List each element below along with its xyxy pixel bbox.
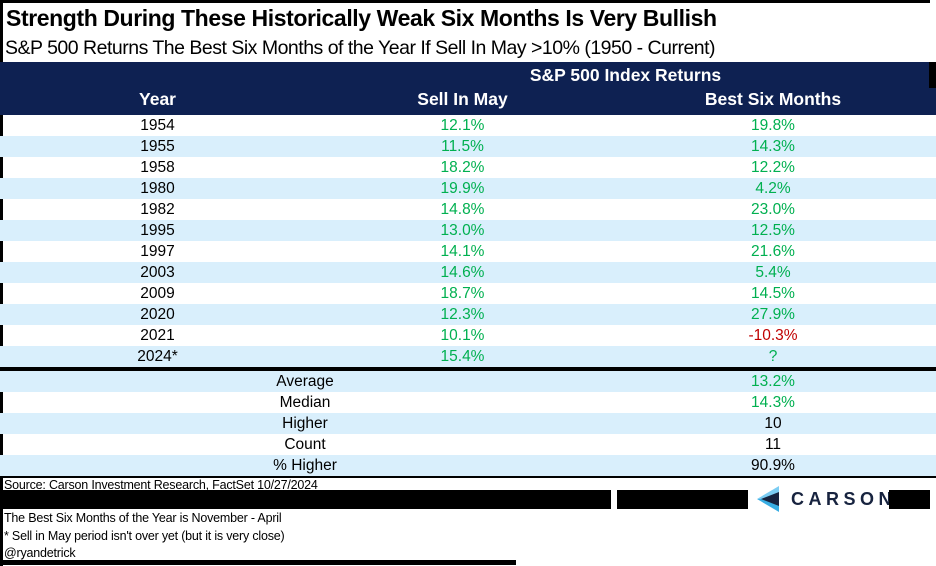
year-cell: 1955 [140, 137, 175, 155]
summary-label: Higher [282, 414, 328, 432]
year-cell: 1980 [140, 179, 175, 197]
year-cell: 1997 [140, 242, 175, 260]
redaction-mark [929, 62, 936, 88]
year-cell: 2020 [140, 305, 175, 323]
column-header-row: Year Sell In May Best Six Months [0, 89, 936, 115]
best-six-months-cell: 21.6% [751, 242, 795, 260]
summary-row: % Higher 90.9% [0, 455, 936, 476]
summary-label: Count [284, 435, 326, 453]
summary-label: Median [279, 393, 331, 411]
footnote-best-six-months: The Best Six Months of the Year is Novem… [4, 511, 282, 525]
year-cell: 1995 [140, 221, 175, 239]
footnote-handle: @ryandetrick [4, 546, 76, 560]
summary-row: Higher 10 [0, 413, 936, 434]
table-row: 1995 13.0% 12.5% [0, 220, 936, 241]
summary-value: 10 [764, 414, 782, 432]
sell-in-may-cell: 13.0% [440, 221, 485, 239]
table-row: 2024* 15.4% ? [0, 346, 936, 367]
summary-divider [0, 367, 936, 371]
best-six-months-cell: 27.9% [751, 305, 795, 323]
column-header-year: Year [139, 89, 176, 109]
summary-section: Average 13.2% Median 14.3% Higher 10 Cou… [0, 371, 936, 476]
table-row: 1955 11.5% 14.3% [0, 136, 936, 157]
summary-label: Average [276, 372, 334, 390]
sell-in-may-cell: 14.1% [440, 242, 485, 260]
column-header-sell-in-may: Sell In May [417, 89, 508, 109]
carson-logo-icon [749, 486, 779, 517]
redaction-box [889, 490, 930, 509]
sell-in-may-cell: 12.1% [440, 116, 485, 134]
year-cell: 1982 [140, 200, 175, 218]
page-subtitle: S&P 500 Returns The Best Six Months of t… [5, 37, 716, 59]
year-cell: 2003 [140, 263, 175, 281]
table-row: 1997 14.1% 21.6% [0, 241, 936, 262]
summary-row: Average 13.2% [0, 371, 936, 392]
column-header-best-six-months: Best Six Months [704, 89, 842, 109]
year-cell: 1958 [140, 158, 175, 176]
table-row: 2003 14.6% 5.4% [0, 262, 936, 283]
table-header-band: S&P 500 Index Returns Year Sell In May B… [0, 62, 936, 115]
best-six-months-cell: ? [768, 347, 778, 365]
footer-divider [0, 476, 936, 478]
summary-row: Median 14.3% [0, 392, 936, 413]
table-body: 1954 12.1% 19.8% 1955 11.5% 14.3% 1958 1… [0, 115, 936, 367]
year-cell: 1954 [140, 116, 175, 134]
page-title: Strength During These Historically Weak … [6, 5, 717, 31]
sell-in-may-cell: 19.9% [440, 179, 485, 197]
summary-value: 90.9% [751, 456, 795, 474]
summary-row: Count 11 [0, 434, 936, 455]
table-row: 1958 18.2% 12.2% [0, 157, 936, 178]
best-six-months-cell: 5.4% [755, 263, 791, 281]
sell-in-may-cell: 18.7% [440, 284, 485, 302]
sell-in-may-cell: 10.1% [440, 326, 485, 344]
source-text: Source: Carson Investment Research, Fact… [4, 478, 318, 492]
group-header: S&P 500 Index Returns [529, 65, 722, 85]
table-row: 2021 10.1% -10.3% [0, 325, 936, 346]
summary-label: % Higher [273, 456, 337, 474]
sell-in-may-cell: 12.3% [440, 305, 485, 323]
group-header-row: S&P 500 Index Returns [0, 62, 936, 89]
table-row: 2009 18.7% 14.5% [0, 283, 936, 304]
sell-in-may-cell: 15.4% [440, 347, 485, 365]
best-six-months-cell: 4.2% [755, 179, 791, 197]
carson-logo-wordmark: CARSON [791, 489, 897, 509]
best-six-months-cell: 23.0% [751, 200, 795, 218]
sell-in-may-cell: 18.2% [440, 158, 485, 176]
year-cell: 2021 [140, 326, 175, 344]
summary-value: 11 [764, 435, 782, 453]
best-six-months-cell: -10.3% [748, 326, 798, 344]
sell-in-may-cell: 14.8% [440, 200, 485, 218]
best-six-months-cell: 19.8% [751, 116, 795, 134]
footnote-sell-in-may: * Sell in May period isn't over yet (but… [4, 529, 285, 543]
table-row: 1954 12.1% 19.8% [0, 115, 936, 136]
top-border [0, 0, 930, 3]
sell-in-may-cell: 14.6% [440, 263, 485, 281]
sell-in-may-cell: 11.5% [441, 137, 484, 155]
redaction-bar [2, 490, 611, 509]
year-cell: 2024* [137, 347, 178, 365]
left-border [0, 0, 3, 566]
table-row: 1980 19.9% 4.2% [0, 178, 936, 199]
redaction-bar [617, 490, 748, 509]
summary-value: 14.3% [751, 393, 795, 411]
table-row: 2020 12.3% 27.9% [0, 304, 936, 325]
best-six-months-cell: 14.3% [751, 137, 795, 155]
redaction-bar-bottom [0, 560, 516, 565]
best-six-months-cell: 14.5% [751, 284, 795, 302]
best-six-months-cell: 12.2% [751, 158, 795, 176]
table-row: 1982 14.8% 23.0% [0, 199, 936, 220]
year-cell: 2009 [140, 284, 175, 302]
summary-value: 13.2% [751, 372, 795, 390]
best-six-months-cell: 12.5% [751, 221, 795, 239]
